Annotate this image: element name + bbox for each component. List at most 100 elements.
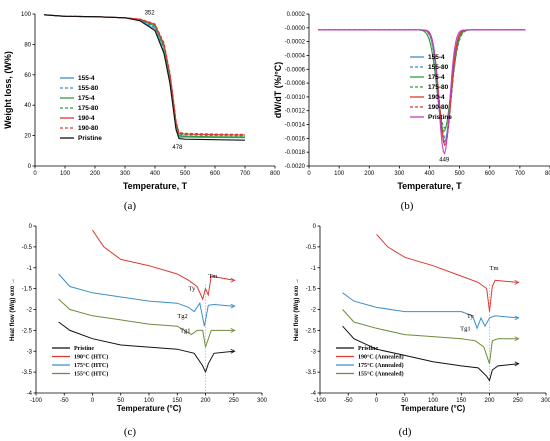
y-axis-label: Weight loss, (W%) bbox=[3, 51, 13, 129]
series-line bbox=[43, 14, 246, 138]
x-tick-label: 200 bbox=[364, 171, 375, 177]
series-line bbox=[43, 14, 246, 138]
series-line bbox=[43, 14, 246, 137]
x-tick-label: 100 bbox=[334, 171, 345, 177]
series-line bbox=[318, 29, 526, 143]
y-tick-label: -2 bbox=[27, 308, 33, 314]
x-tick-label: 300 bbox=[541, 398, 550, 404]
x-tick-label: 700 bbox=[515, 171, 526, 177]
chart-panel-2: -100 -50 0 50 100 150 200 250 300 0 -0.5 -1 -1.5 -2 -2… bbox=[10, 224, 268, 438]
y-tick-label: -0.0006 bbox=[285, 67, 306, 73]
y-tick-label: -2 bbox=[311, 308, 317, 314]
x-tick-label: 100 bbox=[144, 398, 155, 404]
x-tick-label: 600 bbox=[210, 171, 221, 177]
panel-label: (a) bbox=[124, 200, 137, 212]
x-tick-label: 300 bbox=[257, 398, 268, 404]
series-line bbox=[342, 325, 518, 382]
y-tick-label: 0 bbox=[28, 164, 32, 170]
legend-entry: 155-80 bbox=[78, 85, 99, 92]
y-tick-label: -2.5 bbox=[22, 328, 33, 334]
series-line bbox=[43, 14, 246, 136]
y-tick-label: 0 bbox=[29, 224, 33, 230]
legend-entry: 190-4 bbox=[78, 115, 95, 122]
panel-label: (b) bbox=[401, 200, 414, 212]
x-tick-label: -50 bbox=[60, 398, 69, 404]
legend-entry: 155°C (Annealed) bbox=[358, 371, 404, 378]
legend-entry: 175-80 bbox=[78, 105, 99, 112]
y-tick-label: -0.0002 bbox=[285, 40, 306, 46]
y-tick-label: -3 bbox=[311, 349, 317, 355]
y-tick-label: 100 bbox=[21, 12, 32, 18]
x-tick-label: 50 bbox=[117, 398, 124, 404]
y-tick-label: -0.0018 bbox=[285, 150, 306, 156]
x-tick-label: 800 bbox=[270, 171, 281, 177]
x-tick-label: 100 bbox=[428, 398, 439, 404]
x-tick-label: 800 bbox=[545, 171, 550, 177]
x-tick-label: 0 bbox=[91, 398, 95, 404]
legend-entry: 175°C (Annealed) bbox=[358, 362, 404, 369]
x-tick-label: 300 bbox=[120, 171, 131, 177]
series-line bbox=[92, 229, 234, 301]
series-arrow bbox=[230, 277, 236, 283]
series-line bbox=[43, 14, 246, 141]
y-tick-label: -2.5 bbox=[306, 328, 317, 334]
annotation-label: Tg1 bbox=[460, 325, 470, 332]
x-axis-label: Temperature, T bbox=[397, 181, 462, 191]
y-tick-label: 40 bbox=[24, 103, 31, 109]
legend: Pristine 190°C (Annealed)175°C (Annealed)… bbox=[336, 346, 404, 378]
series-line bbox=[376, 233, 518, 312]
y-axis-label: Heat flow (W/g) exo → bbox=[10, 278, 16, 341]
y-tick-label: -0.0010 bbox=[285, 95, 306, 101]
series-arrow bbox=[514, 315, 520, 321]
series-arrow bbox=[230, 328, 236, 333]
annotation-label: Tm bbox=[490, 265, 499, 272]
series-arrow bbox=[514, 336, 520, 342]
y-tick-label: -0.0016 bbox=[285, 136, 306, 142]
y-tick-label: -0.0014 bbox=[285, 123, 306, 129]
y-tick-label: -4 bbox=[27, 391, 33, 397]
series-line bbox=[58, 321, 234, 374]
y-tick-label: 80 bbox=[24, 42, 31, 48]
y-tick-label: -0.0004 bbox=[285, 53, 306, 59]
y-tick-label: -0.0000 bbox=[285, 26, 306, 32]
legend-entry: 155-4 bbox=[78, 75, 95, 82]
x-tick-label: -100 bbox=[314, 398, 327, 404]
x-tick-label: 150 bbox=[172, 398, 183, 404]
y-tick-label: -1.5 bbox=[22, 287, 33, 293]
y-tick-label: -3.5 bbox=[22, 370, 33, 376]
y-tick-label: -0.5 bbox=[22, 245, 33, 251]
legend-entry: 155-80 bbox=[428, 64, 449, 71]
x-tick-label: -100 bbox=[30, 398, 43, 404]
legend-entry: Pristine bbox=[74, 346, 94, 352]
legend: Pristine 190°C (HTC)175°C (HTC) 155°C (HTC… bbox=[52, 346, 108, 378]
x-tick-label: 200 bbox=[90, 171, 101, 177]
x-tick-label: 100 bbox=[60, 171, 71, 177]
legend-entry: 190-80 bbox=[78, 125, 99, 132]
x-tick-label: -50 bbox=[344, 398, 353, 404]
y-tick-label: -1.5 bbox=[306, 287, 317, 293]
legend: 155-4 155-80 175-4 175-80 190-4 190-80 Pristin… bbox=[410, 54, 452, 121]
panel-label: (c) bbox=[124, 426, 137, 438]
x-tick-label: 0 bbox=[33, 171, 37, 177]
y-tick-label: 0 bbox=[313, 224, 317, 230]
x-tick-label: 0 bbox=[307, 171, 311, 177]
annotation-352: 352 bbox=[145, 11, 156, 17]
y-tick-label: -3 bbox=[27, 349, 33, 355]
x-tick-label: 700 bbox=[240, 171, 251, 177]
annotation-label: Tg1 bbox=[180, 327, 190, 334]
annotation-label: Tm bbox=[208, 273, 217, 280]
y-tick-label: -0.0008 bbox=[285, 81, 306, 87]
chart-panel-0: 0 100 200 300 400 500 600 700 800 0 20 40 60 80 100 Tem… bbox=[3, 11, 281, 212]
series-line bbox=[342, 292, 518, 330]
series-line bbox=[43, 14, 246, 135]
annotation-label: Tg2 bbox=[177, 313, 187, 320]
series-line bbox=[342, 309, 518, 364]
legend-entry: 155-4 bbox=[428, 54, 445, 61]
series-arrow bbox=[514, 280, 520, 285]
annotation-label: Ty bbox=[467, 313, 475, 320]
x-tick-label: 400 bbox=[150, 171, 161, 177]
legend-entry: 175°C (HTC) bbox=[74, 362, 108, 369]
x-axis-label: Temperature (°C) bbox=[117, 404, 182, 413]
y-tick-label: -0.0012 bbox=[285, 109, 306, 115]
